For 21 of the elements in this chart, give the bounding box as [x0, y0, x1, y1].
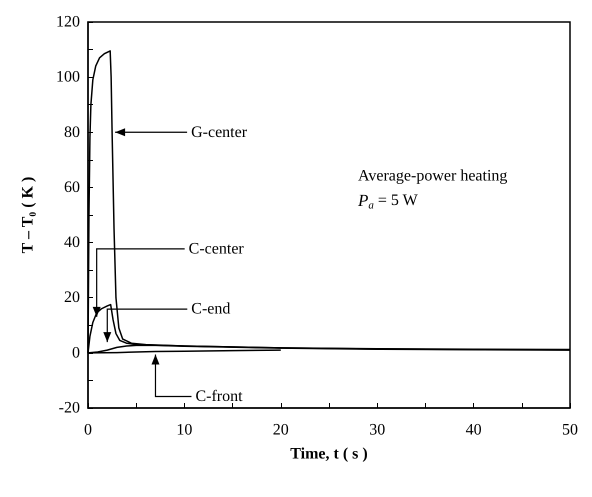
x-tick-label: 40: [466, 422, 482, 438]
x-tick-label: 10: [176, 422, 192, 438]
text: C-front: [195, 388, 244, 405]
text: C-center: [188, 240, 244, 258]
x-tick-label: 20: [272, 422, 289, 438]
annotation: Average-power heating: [358, 168, 508, 184]
legend-label: G-center: [191, 124, 248, 141]
y-tick-label: 80: [64, 124, 80, 141]
y-tick-label: 60: [64, 178, 80, 196]
y-tick-label: 120: [56, 14, 80, 30]
x-tick-label: 0: [84, 422, 92, 438]
x-tick-label: 50: [562, 422, 578, 438]
y-axis-title: T – T₀ ( K ): [20, 176, 36, 254]
y-tick-label: 0: [72, 344, 80, 362]
x-axis-title: Time, t ( s ): [290, 446, 368, 462]
y-tick-label: 40: [64, 234, 80, 252]
series-label: C-end: [191, 300, 230, 318]
y-tick-label: 100: [56, 68, 80, 86]
y-tick-label: 20: [64, 289, 80, 306]
x-tick-label: 30: [369, 422, 386, 438]
y-tick-label: -20: [58, 400, 80, 416]
